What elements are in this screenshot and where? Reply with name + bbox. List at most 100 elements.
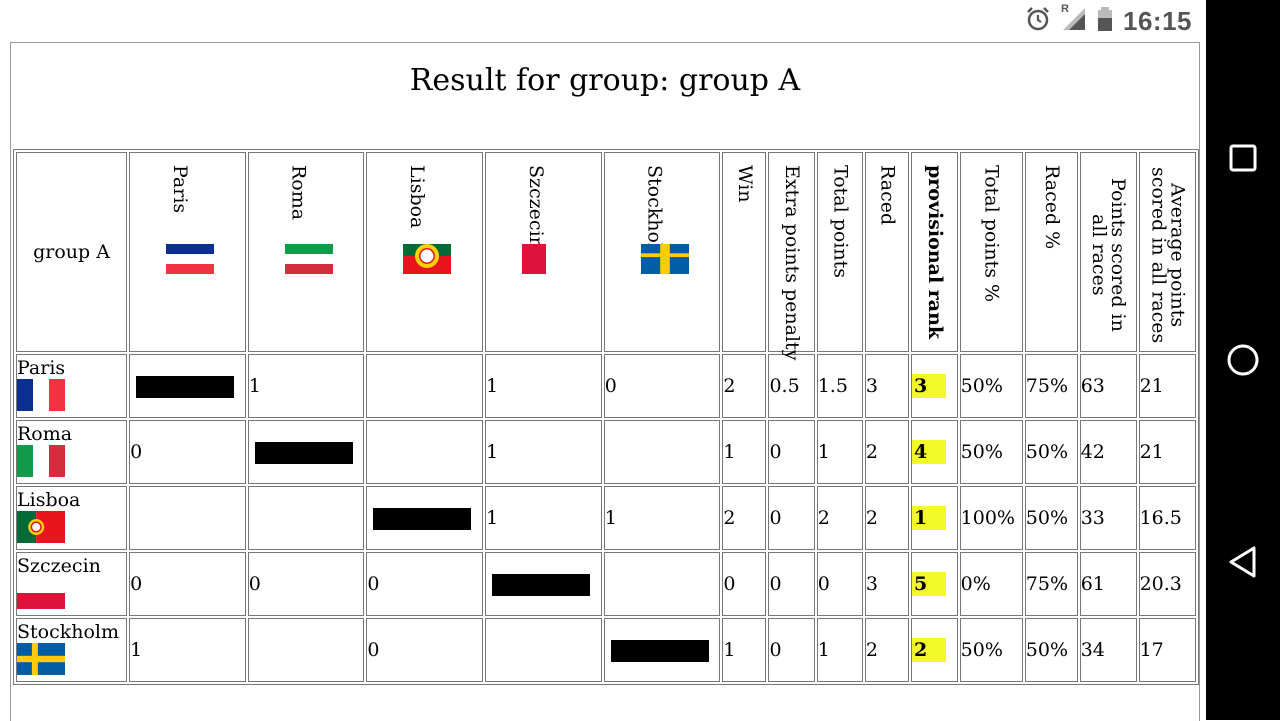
column-label: Stockholm bbox=[643, 165, 666, 268]
row-header-roma: Roma bbox=[16, 420, 128, 484]
stat-cell: 0 bbox=[768, 486, 815, 550]
table-row: Roma 0 1 1 0 1 2 4 50% 50% 42 21 bbox=[16, 420, 1196, 484]
portugal-flag-icon bbox=[403, 235, 452, 288]
poland-flag-icon bbox=[521, 235, 570, 288]
result-cell: 1 bbox=[247, 354, 365, 418]
column-header-points-scored-in-all-races: Points scored in all races bbox=[1079, 152, 1137, 352]
self-match-bar bbox=[610, 639, 709, 662]
column-label: Roma bbox=[287, 165, 310, 221]
result-cell: 0 bbox=[603, 354, 721, 418]
result-cell: 1 bbox=[129, 618, 246, 682]
stat-cell: 0 bbox=[722, 552, 767, 616]
stat-cell: 61 bbox=[1079, 552, 1137, 616]
self-match-cell bbox=[247, 420, 365, 484]
self-match-cell bbox=[129, 354, 246, 418]
back-button[interactable] bbox=[1206, 532, 1280, 592]
stat-cell: 34 bbox=[1079, 618, 1137, 682]
stat-cell: 1.5 bbox=[816, 354, 863, 418]
row-label: Stockholm bbox=[17, 620, 120, 643]
column-header-extra-points-penalty: Extra points penalty bbox=[768, 152, 815, 360]
stat-cell: 20.3 bbox=[1138, 552, 1196, 616]
square-icon bbox=[1229, 144, 1257, 172]
portugal-flag-icon bbox=[17, 510, 65, 548]
result-cell: 0 bbox=[247, 552, 365, 616]
stat-cell: 16.5 bbox=[1138, 486, 1196, 550]
stat-cell: 0 bbox=[768, 618, 815, 682]
row-label: Szczecin bbox=[17, 554, 101, 577]
column-label: Total points bbox=[829, 165, 852, 279]
france-flag-icon bbox=[17, 378, 65, 416]
column-header-win: Win bbox=[722, 152, 767, 352]
provisional-rank-cell: 3 bbox=[911, 354, 958, 418]
column-header-szczecin: Szczecin bbox=[485, 152, 602, 352]
stat-cell: 2 bbox=[864, 618, 909, 682]
page-content: Result for group: group A group A Paris Ro… bbox=[10, 42, 1200, 721]
stat-cell: 2 bbox=[864, 486, 909, 550]
column-label: Total points % bbox=[980, 165, 1003, 303]
stat-cell: 0 bbox=[768, 420, 815, 484]
stat-cell: 1 bbox=[722, 618, 767, 682]
result-cell: 1 bbox=[485, 420, 602, 484]
page-title: Result for group: group A bbox=[409, 63, 801, 98]
stat-cell: 2 bbox=[864, 420, 909, 484]
table-row: Paris 1 1 0 2 0.5 1.5 3 3 50% 75% 63 21 bbox=[16, 354, 1196, 418]
self-match-cell bbox=[485, 552, 602, 616]
stat-cell: 0.5 bbox=[768, 354, 815, 418]
battery-icon bbox=[1097, 6, 1113, 37]
column-label: Raced bbox=[876, 165, 899, 226]
stat-cell: 2 bbox=[722, 486, 767, 550]
sweden-flag-icon bbox=[640, 235, 689, 288]
result-cell: 0 bbox=[129, 552, 246, 616]
row-header-szczecin: Szczecin bbox=[16, 552, 128, 616]
italy-flag-icon bbox=[284, 235, 333, 288]
provisional-rank-cell: 1 bbox=[911, 486, 958, 550]
row-header-lisboa: Lisboa bbox=[16, 486, 128, 550]
stat-cell: 2 bbox=[722, 354, 767, 418]
column-header-total-points-: Total points % bbox=[959, 152, 1023, 352]
result-cell: 0 bbox=[129, 420, 246, 484]
result-cell bbox=[366, 420, 484, 484]
stat-cell: 1 bbox=[722, 420, 767, 484]
result-cell bbox=[603, 552, 721, 616]
stat-cell: 21 bbox=[1138, 420, 1196, 484]
self-match-cell bbox=[366, 486, 484, 550]
table-row: Szczecin 0 0 0 0 0 0 3 5 0% 75% 61 20.3 bbox=[16, 552, 1196, 616]
column-label: Average points scored in all races bbox=[1147, 166, 1189, 344]
rank-badge: 3 bbox=[912, 374, 946, 398]
stat-cell: 1 bbox=[816, 618, 863, 682]
result-cell bbox=[485, 618, 602, 682]
result-cell bbox=[603, 420, 721, 484]
result-cell bbox=[129, 486, 246, 550]
result-cell: 1 bbox=[485, 486, 602, 550]
corner-header: group A bbox=[16, 152, 128, 352]
home-button[interactable] bbox=[1206, 330, 1280, 390]
stat-cell: 0 bbox=[816, 552, 863, 616]
self-match-bar bbox=[492, 573, 591, 596]
stat-cell: 100% bbox=[959, 486, 1023, 550]
column-label: Points scored in all races bbox=[1088, 178, 1130, 332]
column-label: Extra points penalty bbox=[781, 165, 804, 361]
column-header-raced: Raced bbox=[864, 152, 909, 352]
recent-apps-button[interactable] bbox=[1206, 128, 1280, 188]
rank-badge: 2 bbox=[912, 638, 946, 662]
back-triangle-icon bbox=[1229, 546, 1256, 578]
stat-cell: 50% bbox=[959, 420, 1023, 484]
column-label: Lisboa bbox=[406, 165, 429, 229]
column-header-roma: Roma bbox=[247, 152, 365, 352]
provisional-rank-cell: 4 bbox=[911, 420, 958, 484]
self-match-bar bbox=[136, 375, 235, 398]
row-label: Roma bbox=[17, 422, 73, 445]
table-row: Stockholm 1 0 1 0 1 2 2 50% 50% 34 17 bbox=[16, 618, 1196, 682]
poland-flag-icon bbox=[17, 576, 65, 614]
result-cell: 1 bbox=[485, 354, 602, 418]
column-header-lisboa: Lisboa bbox=[366, 152, 484, 352]
stat-cell: 63 bbox=[1079, 354, 1137, 418]
column-header-provisional-rank: provisional rank bbox=[911, 152, 958, 352]
column-header-paris: Paris bbox=[129, 152, 246, 352]
status-time: 16:15 bbox=[1123, 6, 1192, 36]
stat-cell: 75% bbox=[1024, 354, 1078, 418]
stat-cell: 75% bbox=[1024, 552, 1078, 616]
stat-cell: 0% bbox=[959, 552, 1023, 616]
row-header-paris: Paris bbox=[16, 354, 128, 418]
rank-badge: 1 bbox=[912, 506, 946, 530]
